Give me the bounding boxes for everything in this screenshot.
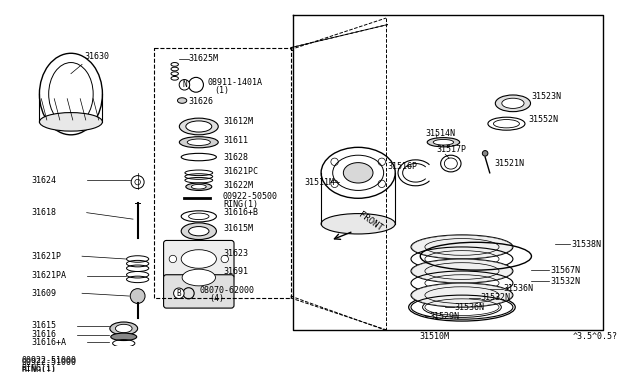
Ellipse shape	[188, 139, 211, 145]
Text: B: B	[177, 289, 181, 298]
Text: 31532N: 31532N	[481, 294, 511, 302]
Ellipse shape	[495, 95, 531, 112]
Text: 31691: 31691	[223, 267, 248, 276]
FancyBboxPatch shape	[164, 240, 234, 279]
Ellipse shape	[186, 183, 212, 190]
Text: 31616: 31616	[31, 330, 56, 340]
Ellipse shape	[444, 158, 458, 169]
Text: (1): (1)	[214, 86, 230, 95]
Text: 31625M: 31625M	[189, 54, 219, 63]
Text: 31623: 31623	[223, 249, 248, 258]
Ellipse shape	[40, 113, 102, 131]
Text: 31615M: 31615M	[223, 224, 253, 233]
Ellipse shape	[115, 324, 132, 333]
Text: 31621P: 31621P	[31, 252, 61, 261]
Text: 00922-50500: 00922-50500	[223, 192, 278, 201]
Text: 31516P: 31516P	[388, 162, 418, 171]
Text: 31521N: 31521N	[494, 159, 524, 168]
Text: 00922-51000: 00922-51000	[22, 356, 77, 365]
Ellipse shape	[411, 283, 513, 307]
Ellipse shape	[433, 140, 454, 145]
Text: (4): (4)	[209, 294, 224, 303]
Ellipse shape	[181, 250, 216, 268]
Text: 31615: 31615	[31, 321, 56, 330]
Ellipse shape	[411, 259, 513, 283]
Ellipse shape	[182, 269, 216, 286]
Text: 31514N: 31514N	[425, 129, 455, 138]
FancyBboxPatch shape	[164, 275, 234, 308]
Text: 31567N: 31567N	[550, 266, 580, 275]
Ellipse shape	[186, 121, 212, 132]
Text: 31616+B: 31616+B	[223, 208, 258, 217]
Ellipse shape	[179, 137, 218, 148]
Text: 31532N: 31532N	[550, 277, 580, 286]
Ellipse shape	[221, 255, 228, 263]
Text: RING(1): RING(1)	[22, 366, 57, 372]
Text: 31621PC: 31621PC	[223, 167, 258, 176]
Ellipse shape	[189, 227, 209, 236]
Ellipse shape	[111, 333, 137, 340]
Text: FRONT: FRONT	[357, 211, 385, 233]
Text: 31529N: 31529N	[429, 312, 460, 321]
Text: 31536N: 31536N	[504, 284, 534, 293]
Text: RING(1): RING(1)	[223, 200, 258, 209]
Text: 31552N: 31552N	[529, 115, 559, 124]
Text: 31626: 31626	[189, 97, 214, 106]
Ellipse shape	[502, 98, 524, 108]
Text: 31624: 31624	[31, 176, 56, 185]
Ellipse shape	[181, 223, 216, 240]
Ellipse shape	[191, 185, 206, 189]
Circle shape	[483, 151, 488, 156]
Ellipse shape	[177, 98, 187, 103]
Text: 08911-1401A: 08911-1401A	[207, 77, 262, 87]
Ellipse shape	[428, 138, 460, 147]
Text: 31609: 31609	[31, 289, 56, 298]
Text: 31628: 31628	[223, 153, 248, 161]
Text: 00922-51000: 00922-51000	[22, 358, 77, 367]
Ellipse shape	[343, 163, 373, 183]
Text: 31523N: 31523N	[531, 92, 561, 101]
Text: 31616+A: 31616+A	[31, 338, 66, 347]
Circle shape	[130, 289, 145, 304]
Text: 31511M: 31511M	[305, 177, 335, 187]
Ellipse shape	[179, 118, 218, 135]
Text: 31622M: 31622M	[223, 181, 253, 190]
Text: 31612M: 31612M	[223, 117, 253, 126]
Text: ^3.5^0.5?: ^3.5^0.5?	[573, 332, 618, 341]
Ellipse shape	[169, 255, 177, 263]
Ellipse shape	[422, 297, 501, 317]
Text: 31621PA: 31621PA	[31, 271, 66, 280]
Text: 31517P: 31517P	[436, 145, 466, 154]
Text: 31611: 31611	[223, 136, 248, 145]
Ellipse shape	[411, 235, 513, 259]
Text: 31538N: 31538N	[572, 240, 602, 248]
Ellipse shape	[110, 322, 138, 335]
Ellipse shape	[321, 214, 396, 234]
Text: RING(1): RING(1)	[22, 364, 57, 372]
Text: 31618: 31618	[31, 208, 56, 217]
Text: N: N	[182, 80, 187, 89]
Text: 31510M: 31510M	[419, 332, 449, 341]
Text: 31536N: 31536N	[454, 303, 484, 312]
Text: 08070-62000: 08070-62000	[200, 286, 255, 295]
Text: 31630: 31630	[84, 52, 109, 61]
